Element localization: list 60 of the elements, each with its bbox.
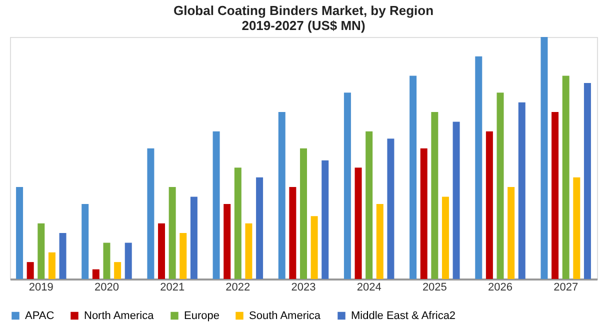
bar bbox=[584, 82, 591, 279]
bar bbox=[158, 223, 166, 279]
bar bbox=[190, 196, 198, 279]
bar bbox=[168, 187, 176, 279]
bar bbox=[354, 168, 362, 279]
bar bbox=[82, 204, 89, 279]
x-tick-label: 2019 bbox=[28, 282, 54, 294]
x-tick-label: 2023 bbox=[291, 282, 316, 294]
bar bbox=[508, 187, 515, 279]
x-tick-label: 2022 bbox=[226, 282, 250, 294]
bar bbox=[442, 196, 449, 279]
bar bbox=[180, 233, 187, 279]
bar bbox=[234, 168, 242, 279]
bar bbox=[289, 187, 296, 279]
bar bbox=[114, 262, 122, 279]
bar bbox=[278, 112, 286, 279]
bar bbox=[420, 148, 428, 279]
bar bbox=[310, 216, 318, 279]
bar bbox=[573, 177, 580, 279]
bar bbox=[344, 92, 351, 279]
bar bbox=[452, 122, 460, 279]
legend-label: APAC bbox=[25, 310, 54, 322]
x-tick-label: 2025 bbox=[422, 282, 447, 294]
bar bbox=[518, 102, 526, 279]
bar bbox=[410, 76, 417, 279]
bar bbox=[387, 138, 394, 279]
legend-label: Europe bbox=[184, 310, 220, 322]
bar bbox=[552, 112, 559, 279]
legend-label: North America bbox=[84, 310, 155, 322]
bar bbox=[48, 252, 56, 279]
bar bbox=[540, 37, 548, 279]
bar bbox=[245, 223, 252, 279]
bar bbox=[376, 204, 384, 279]
bar bbox=[224, 204, 231, 279]
bar bbox=[496, 92, 504, 279]
x-tick-label: 2021 bbox=[160, 282, 185, 294]
bar bbox=[38, 223, 45, 279]
bar bbox=[16, 187, 24, 279]
bar bbox=[92, 269, 100, 279]
x-tick-label: 2026 bbox=[488, 282, 512, 294]
x-tick-label: 2020 bbox=[94, 282, 119, 294]
bar bbox=[103, 242, 110, 279]
bar bbox=[486, 131, 493, 279]
x-tick-label: 2024 bbox=[356, 282, 382, 294]
bar bbox=[366, 131, 373, 279]
bar bbox=[26, 262, 34, 279]
bar bbox=[256, 177, 264, 279]
bar bbox=[212, 131, 220, 279]
legend-label: South America bbox=[249, 310, 322, 322]
chart-title: Global Coating Binders Market, by Region 2019-2027 (US$ MN) bbox=[173, 3, 434, 33]
bar bbox=[147, 148, 154, 279]
bar bbox=[475, 56, 482, 279]
bar bbox=[431, 112, 438, 279]
x-tick-label: 2027 bbox=[554, 282, 578, 294]
bar bbox=[300, 148, 307, 279]
legend-label: Middle East & Africa2 bbox=[351, 310, 456, 322]
bar bbox=[322, 160, 329, 279]
bar bbox=[59, 233, 66, 279]
bar bbox=[124, 242, 132, 279]
bar bbox=[562, 76, 570, 279]
